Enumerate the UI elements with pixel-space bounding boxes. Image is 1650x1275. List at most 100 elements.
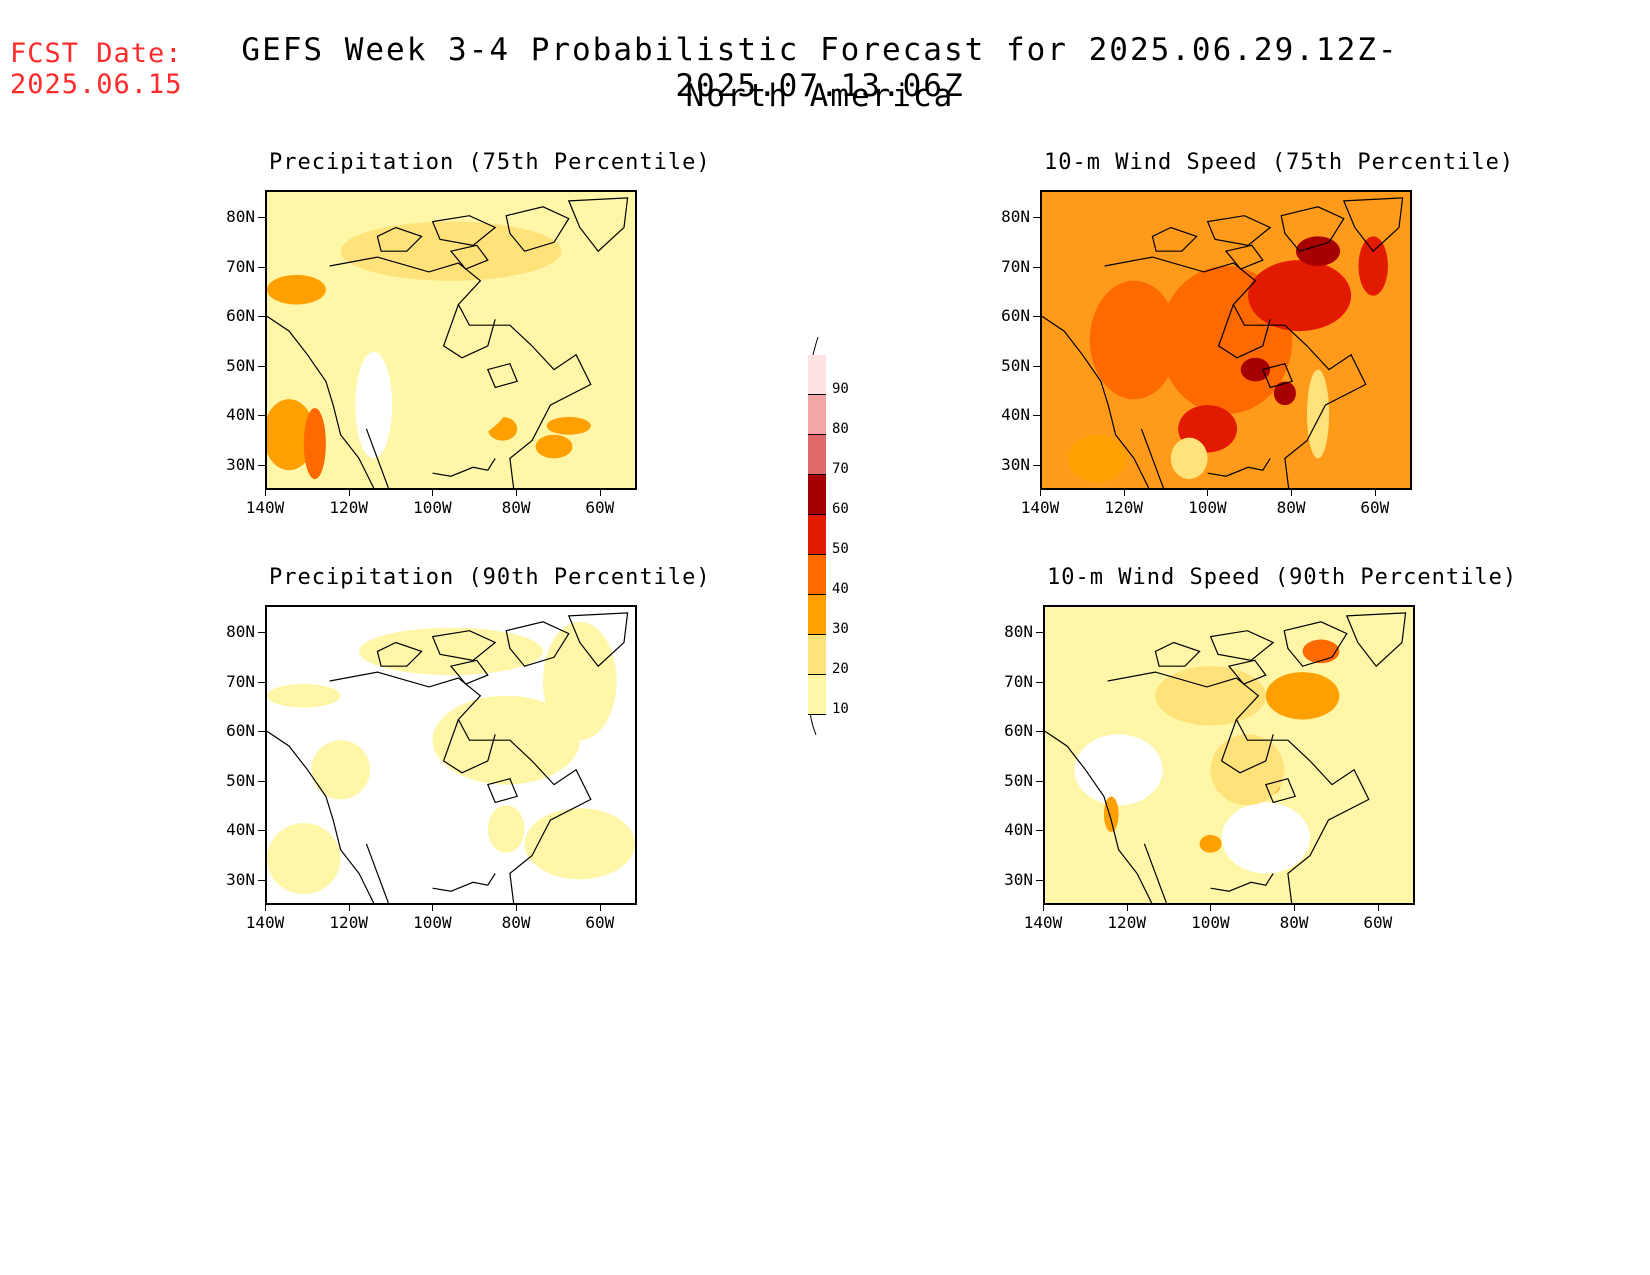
coastline	[432, 458, 496, 477]
longitude-label: 140W	[1023, 913, 1063, 932]
colorbar-label: 20	[832, 661, 849, 677]
longitude-label: 60W	[1360, 498, 1390, 517]
map-canvas	[267, 612, 635, 903]
latitude-tick	[258, 266, 265, 268]
coastline	[376, 226, 423, 252]
coastline	[1227, 659, 1267, 685]
coastline	[1210, 873, 1274, 892]
latitude-label: 80N	[226, 207, 255, 226]
latitude-tick	[1036, 830, 1043, 831]
probability-shading	[535, 434, 573, 459]
coastline	[329, 256, 592, 488]
probability-shading	[1170, 437, 1208, 480]
probability-shading	[267, 683, 341, 708]
colorbar-swatch	[808, 355, 826, 395]
longitude-tick	[1210, 905, 1212, 911]
probability-shading	[267, 399, 315, 471]
probability-shading	[1155, 666, 1266, 726]
colorbar-label: 60	[832, 501, 849, 517]
coastline	[449, 659, 489, 685]
coastline	[1261, 362, 1294, 389]
latitude-label: 70N	[1001, 256, 1030, 276]
longitude-tick	[1043, 905, 1044, 911]
latitude-label: 50N	[226, 770, 255, 790]
map-canvas	[1042, 197, 1404, 488]
coastline	[1042, 315, 1150, 488]
longitude-label: 60W	[1363, 913, 1393, 932]
coastline	[567, 612, 629, 668]
latitude-tick	[258, 780, 265, 782]
coastline	[1140, 428, 1164, 488]
coastline	[442, 719, 496, 774]
panel-title: 10-m Wind Speed (75th Percentile)	[1044, 150, 1515, 175]
latitude-tick	[1033, 217, 1040, 218]
coastline	[1220, 719, 1274, 774]
latitude-label: 30N	[226, 869, 255, 889]
colorbar-swatch	[808, 635, 826, 675]
latitude-tick	[258, 464, 265, 466]
longitude-tick	[516, 905, 518, 911]
longitude-tick	[1126, 905, 1128, 911]
map-frame	[265, 605, 637, 905]
probability-shading	[1306, 369, 1330, 459]
probability-shading	[1302, 639, 1340, 664]
latitude-tick	[258, 316, 265, 317]
probability-shading	[524, 808, 635, 880]
longitude-tick	[599, 490, 601, 496]
latitude-tick	[258, 365, 265, 367]
longitude-label: 140W	[245, 498, 285, 517]
coastline	[1280, 206, 1345, 252]
coastline	[1209, 630, 1275, 661]
probability-shading	[359, 627, 543, 676]
longitude-tick	[265, 490, 266, 496]
longitude-label: 100W	[413, 498, 452, 517]
probability-shading	[546, 416, 591, 435]
longitude-tick	[265, 905, 266, 911]
latitude-tick	[258, 632, 265, 633]
latitude-tick	[1036, 632, 1043, 633]
map-frame	[265, 190, 637, 490]
coastline	[1151, 226, 1198, 252]
probability-shading	[267, 274, 326, 305]
coastline	[1283, 621, 1348, 667]
colorbar-swatch	[808, 555, 826, 595]
latitude-tick	[1033, 316, 1040, 317]
longitude-label: 80W	[1276, 498, 1306, 517]
coastline	[365, 843, 389, 903]
coastline	[329, 671, 592, 903]
latitude-label: 40N	[1004, 820, 1033, 839]
latitude-label: 70N	[226, 671, 255, 691]
longitude-tick	[1207, 490, 1209, 496]
longitude-tick	[348, 905, 350, 911]
latitude-label: 30N	[1001, 454, 1030, 474]
colorbar-swatch	[808, 475, 826, 515]
latitude-tick	[258, 879, 265, 881]
colorbar-swatch	[808, 675, 826, 715]
latitude-tick	[1036, 731, 1043, 732]
longitude-tick	[516, 490, 518, 496]
colorbar-swatch	[808, 435, 826, 475]
latitude-label: 60N	[1004, 721, 1033, 740]
coastline	[567, 197, 629, 253]
map-canvas	[1045, 612, 1407, 903]
coastline	[376, 641, 423, 667]
latitude-tick	[1036, 879, 1043, 881]
latitude-label: 50N	[226, 355, 255, 375]
coastline	[267, 315, 375, 488]
latitude-tick	[258, 830, 265, 831]
longitude-label: 80W	[501, 498, 531, 517]
coastline	[1143, 843, 1167, 903]
probability-shading	[1358, 236, 1388, 296]
latitude-tick	[1036, 780, 1043, 782]
latitude-label: 60N	[226, 721, 255, 740]
longitude-tick	[1123, 490, 1125, 496]
coastline	[1104, 256, 1367, 488]
probability-shading	[1074, 734, 1163, 806]
probability-shading	[355, 351, 393, 459]
probability-shading	[1089, 280, 1179, 400]
colorbar-label: 10	[832, 701, 849, 717]
colorbar-label: 50	[832, 541, 849, 557]
latitude-tick	[1036, 681, 1043, 683]
coastline	[1154, 641, 1201, 667]
longitude-label: 120W	[1104, 498, 1143, 517]
